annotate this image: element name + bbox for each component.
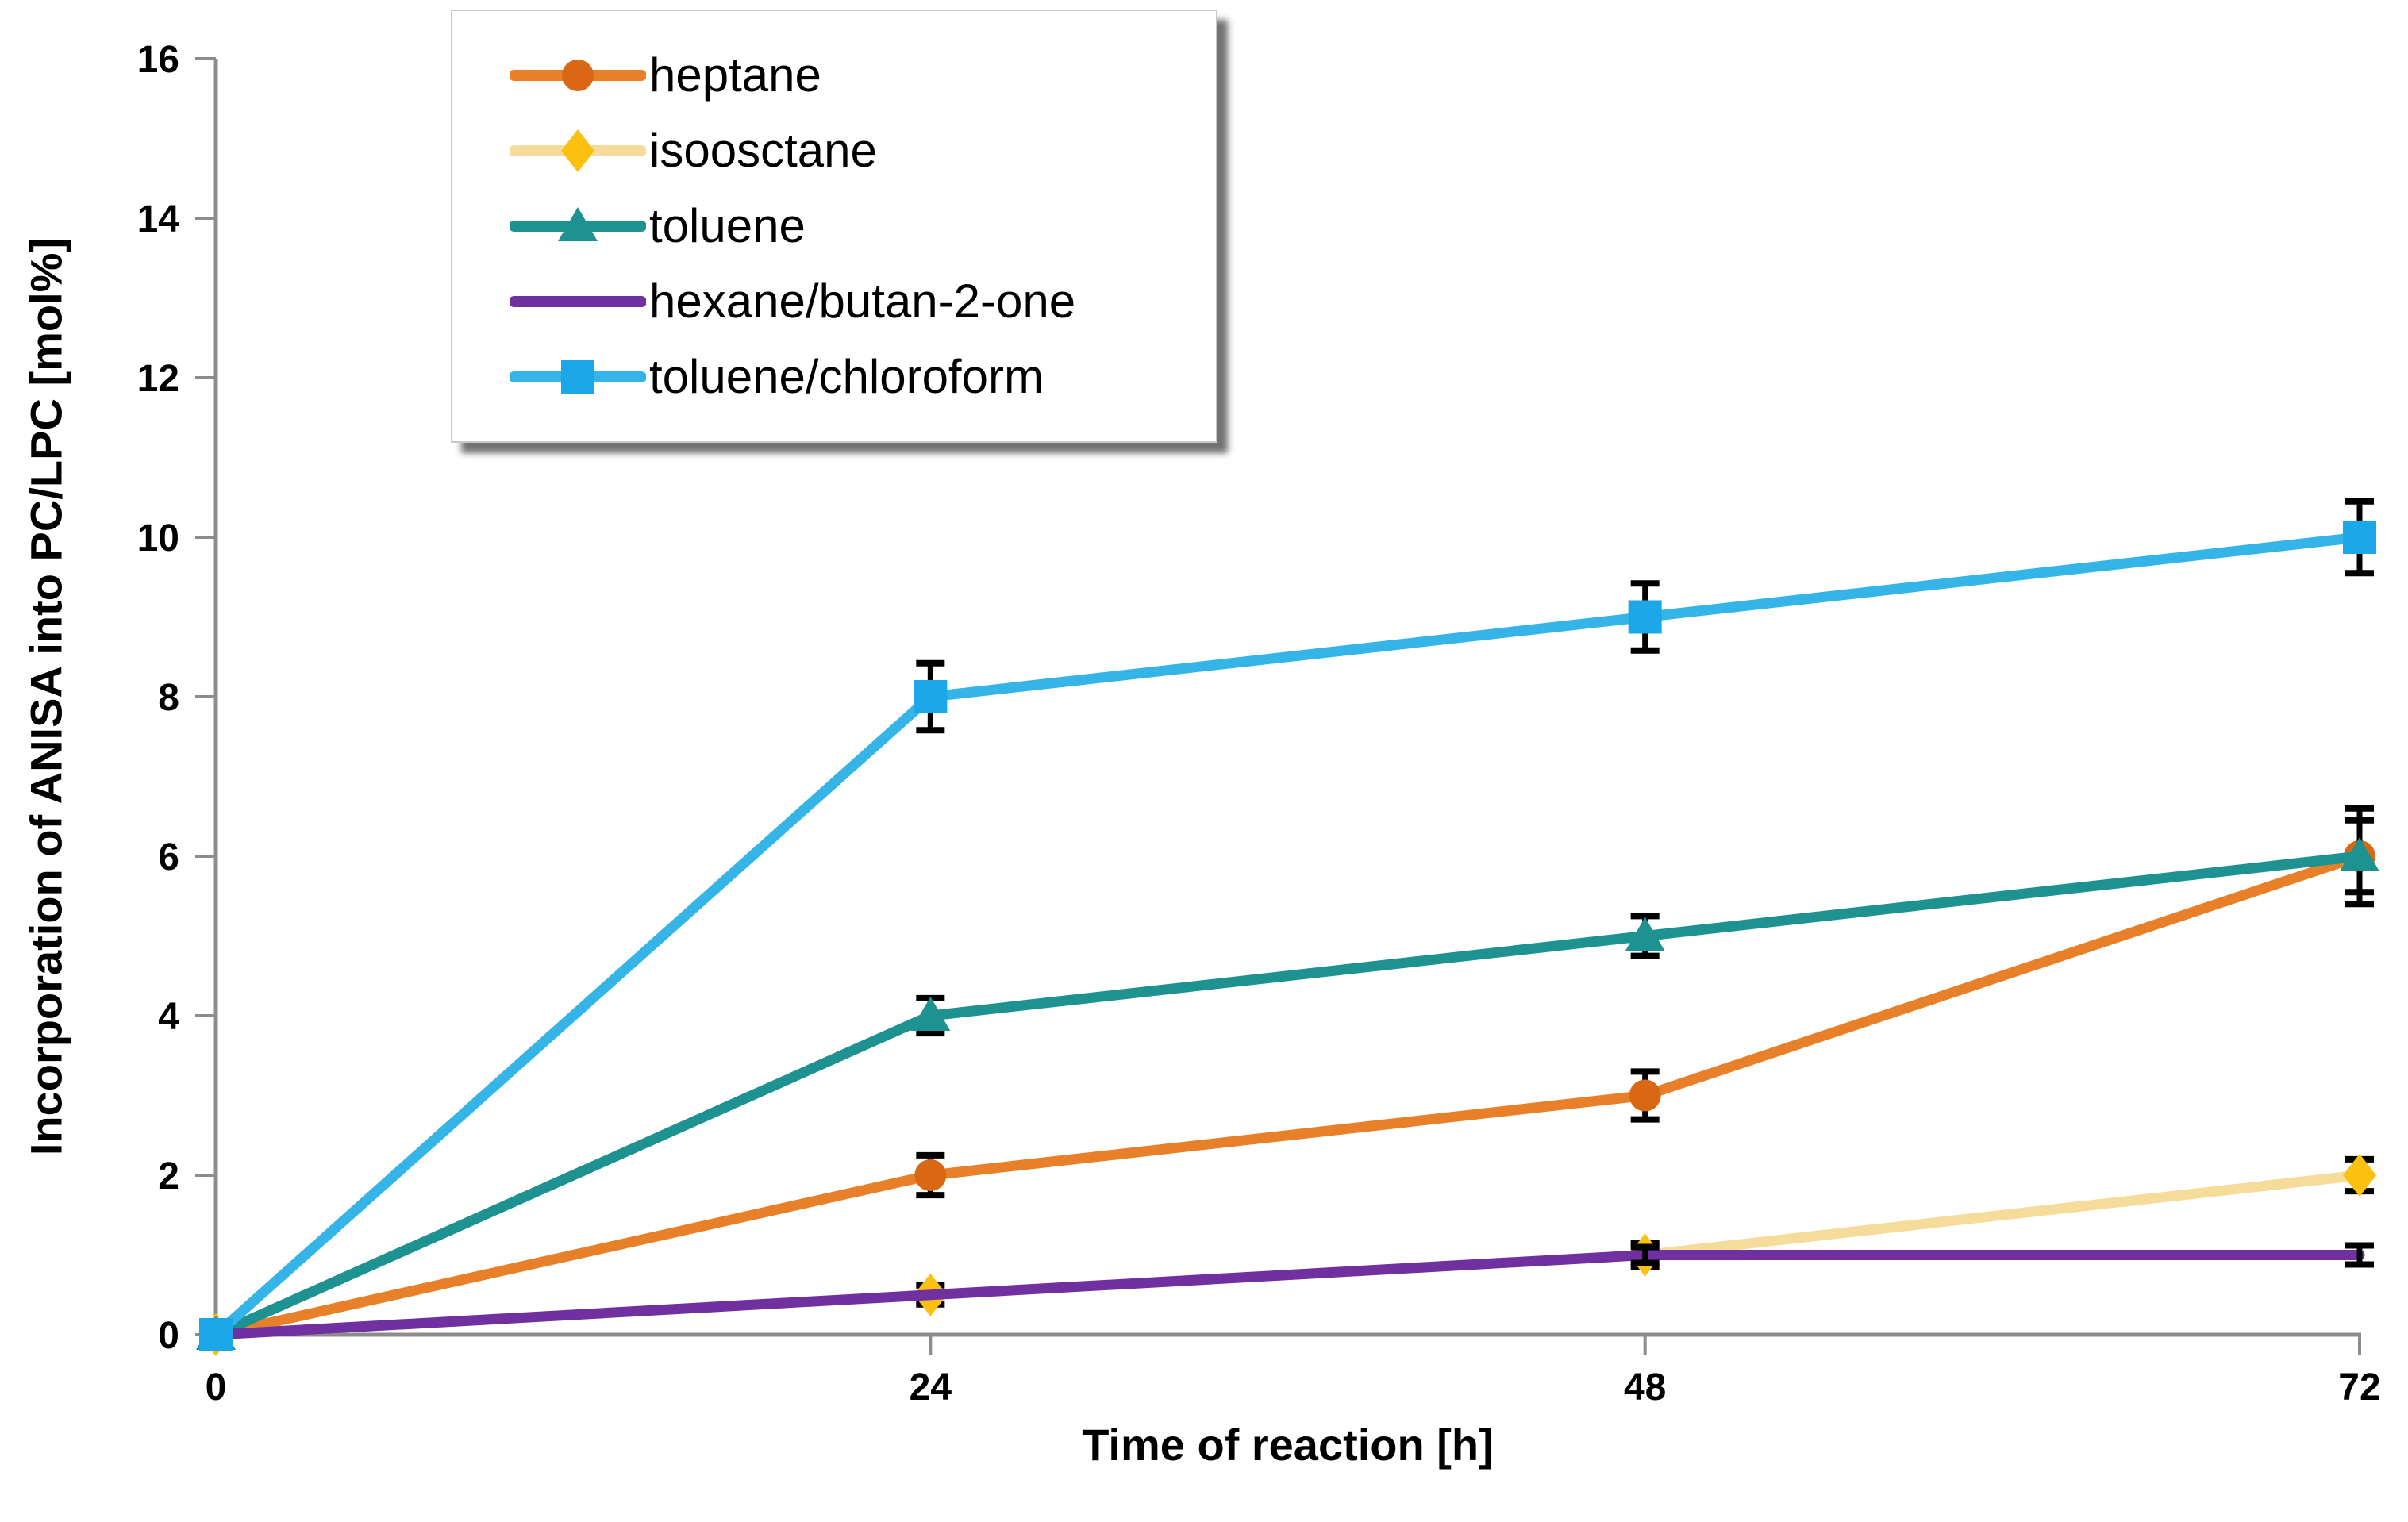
legend: heptane isoosctane toluene hexane/butan-2-o… — [451, 10, 1217, 443]
y-tick-label: 16 — [137, 39, 179, 81]
x-tick-label: 48 — [1624, 1366, 1666, 1409]
error-bar — [2345, 1242, 2374, 1268]
legend-label: heptane — [649, 48, 821, 102]
y-tick-label: 10 — [137, 517, 179, 559]
legend-label: toluene/chloroform — [649, 349, 1044, 403]
y-tick-label: 2 — [158, 1155, 179, 1197]
x-tick-label: 72 — [2338, 1366, 2380, 1409]
series-line — [210, 851, 2365, 1340]
legend-marker-diamond — [561, 129, 594, 173]
y-tick-label: 12 — [137, 358, 179, 400]
legend-marker-icon — [510, 129, 646, 173]
x-axis-title: Time of reaction [h] — [1082, 1420, 1494, 1470]
y-axis-title: Incorporation of ANISA into PC/LPC [mol%… — [21, 237, 71, 1156]
series-marker-square — [914, 680, 948, 713]
y-tick-label: 4 — [158, 996, 179, 1038]
y-tick-label: 14 — [137, 198, 180, 240]
series-line — [210, 1250, 2365, 1340]
legend-marker-icon — [510, 295, 646, 307]
y-tick-label: 8 — [158, 677, 179, 719]
legend-item-toluene-chloroform: toluene/chloroform — [510, 340, 1216, 413]
series-marker-square — [2343, 521, 2376, 554]
legend-label: isoosctane — [649, 124, 877, 178]
series-marker-triangle — [910, 997, 951, 1031]
legend-item-hexane-butan-2-one: hexane/butan-2-one — [510, 265, 1216, 338]
legend-item-heptane: heptane — [510, 39, 1216, 112]
series-marker-circle — [1629, 1079, 1661, 1112]
series-hexane-butan-2-one — [210, 1242, 2374, 1340]
legend-marker-icon — [510, 206, 646, 241]
legend-item-toluene: toluene — [510, 190, 1216, 263]
y-tick-label: 6 — [158, 836, 179, 878]
series-marker-square — [199, 1318, 233, 1351]
legend-marker-triangle — [558, 206, 598, 241]
legend-marker-icon — [510, 359, 646, 394]
legend-marker-circle — [562, 60, 594, 92]
legend-marker-icon — [510, 60, 646, 92]
series-marker-diamond — [2343, 1154, 2376, 1197]
series-line — [210, 532, 2365, 1340]
series-toluene-chloroform — [199, 498, 2376, 1351]
series-marker-circle — [914, 1159, 947, 1191]
legend-marker-square — [561, 359, 594, 394]
series-marker-triangle — [1625, 917, 1665, 951]
series-line — [210, 851, 2365, 1340]
legend-item-isoosctane: isoosctane — [510, 114, 1216, 187]
x-tick-label: 0 — [206, 1366, 227, 1409]
series-marker-square — [1628, 600, 1662, 634]
legend-label: toluene — [649, 198, 806, 252]
error-bar — [1630, 1243, 1660, 1266]
series-marker-triangle — [2340, 837, 2379, 871]
legend-label: hexane/butan-2-one — [649, 274, 1076, 328]
x-tick-label: 24 — [910, 1366, 952, 1409]
y-tick-label: 0 — [158, 1315, 179, 1357]
